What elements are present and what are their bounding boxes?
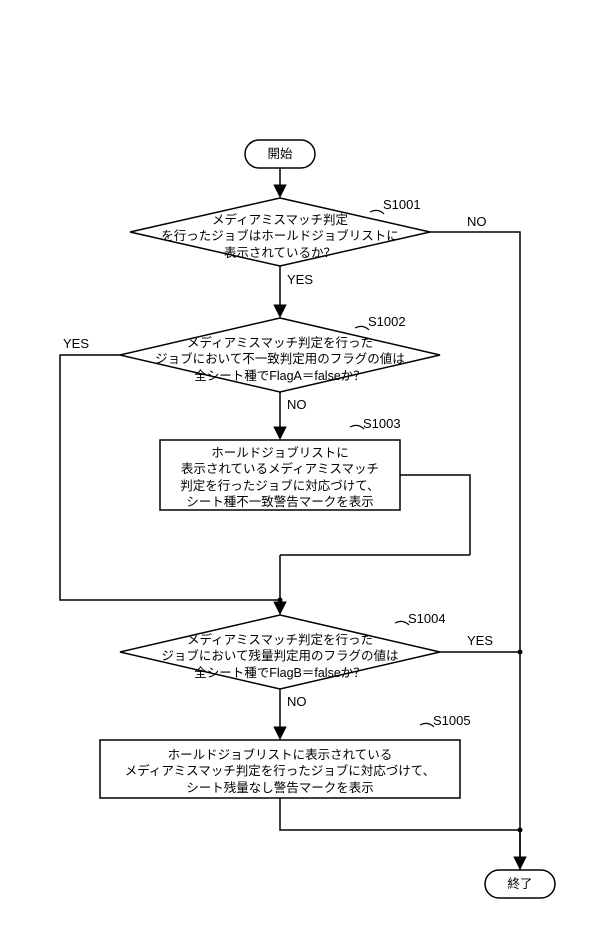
junction-2 — [518, 650, 523, 655]
p2-tick — [420, 723, 434, 727]
edge-p1-out — [400, 475, 470, 555]
d3-node — [120, 615, 440, 689]
junction-1 — [278, 598, 283, 603]
d2-node — [120, 318, 440, 392]
d1-tick — [370, 210, 384, 214]
d3-tick — [395, 621, 409, 625]
p1-node — [160, 440, 400, 510]
p2-node — [100, 740, 460, 798]
flowchart-canvas — [0, 0, 591, 929]
p1-tick — [350, 425, 364, 429]
edge-d1-no — [430, 232, 520, 870]
d1-node — [130, 198, 430, 266]
edge-p2-out — [280, 798, 520, 830]
d2-tick — [355, 326, 369, 330]
edge-d2-yes — [60, 355, 280, 600]
end-node — [485, 870, 555, 898]
junction-3 — [518, 828, 523, 833]
start-node — [245, 140, 315, 168]
